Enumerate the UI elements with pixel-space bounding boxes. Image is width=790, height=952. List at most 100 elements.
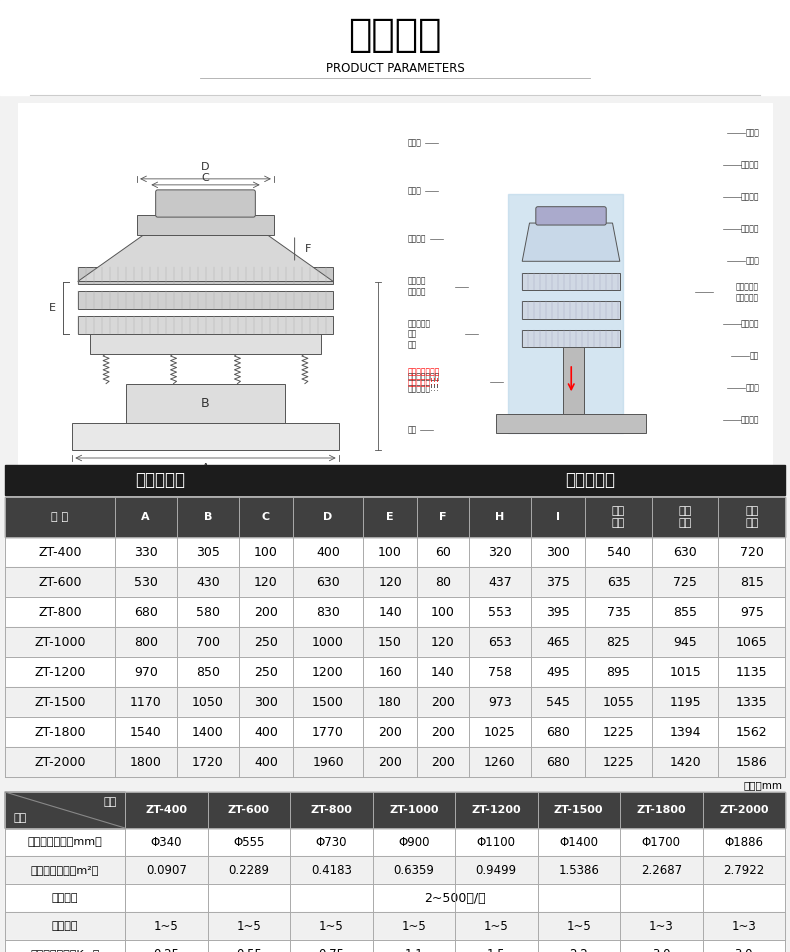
- Text: C: C: [201, 173, 209, 183]
- Text: 1.1: 1.1: [404, 947, 423, 952]
- Text: ZT-800: ZT-800: [310, 805, 352, 815]
- Text: 1.5386: 1.5386: [559, 863, 599, 877]
- Text: 电动机: 电动机: [745, 384, 759, 392]
- Text: 三层
高度: 三层 高度: [745, 506, 758, 527]
- Text: 单位：mm: 单位：mm: [744, 780, 783, 790]
- Text: Φ730: Φ730: [315, 836, 347, 848]
- Text: 球形清洁板
颗外重锤板: 球形清洁板 颗外重锤板: [735, 283, 759, 302]
- Text: A: A: [201, 463, 209, 473]
- Text: 720: 720: [739, 545, 764, 559]
- Text: 635: 635: [607, 576, 630, 588]
- Text: 100: 100: [254, 545, 278, 559]
- Text: 975: 975: [739, 605, 764, 619]
- Text: 1~5: 1~5: [401, 920, 426, 933]
- Bar: [5, 537, 785, 567]
- Text: 400: 400: [254, 756, 278, 768]
- Text: ZT-800: ZT-800: [38, 605, 81, 619]
- Bar: [77, 291, 333, 308]
- Text: ZT-400: ZT-400: [38, 545, 81, 559]
- Bar: [5, 884, 785, 912]
- Text: Φ900: Φ900: [398, 836, 430, 848]
- Bar: [563, 347, 584, 414]
- Bar: [5, 792, 785, 828]
- Text: 530: 530: [134, 576, 158, 588]
- Bar: [5, 687, 785, 717]
- Text: 2.2687: 2.2687: [641, 863, 682, 877]
- Polygon shape: [77, 235, 333, 282]
- Text: 580: 580: [196, 605, 220, 619]
- Text: 1195: 1195: [669, 696, 701, 708]
- Text: 防尘盖: 防尘盖: [408, 138, 422, 148]
- Text: 180: 180: [378, 696, 402, 708]
- Text: 振动电机功率（Kw）: 振动电机功率（Kw）: [30, 949, 100, 952]
- Text: 1~5: 1~5: [154, 920, 179, 933]
- Text: ZT-1500: ZT-1500: [34, 696, 85, 708]
- Text: 120: 120: [254, 576, 278, 588]
- Text: 橡胶球: 橡胶球: [745, 256, 759, 265]
- Text: 1~5: 1~5: [483, 920, 509, 933]
- Text: 1135: 1135: [736, 665, 768, 679]
- Bar: [77, 267, 333, 284]
- Text: 顶部框架: 顶部框架: [408, 234, 427, 243]
- Text: ZT-600: ZT-600: [228, 805, 269, 815]
- Text: B: B: [201, 397, 210, 410]
- Text: ZT-600: ZT-600: [38, 576, 81, 588]
- Text: 758: 758: [487, 665, 512, 679]
- Text: 项目: 项目: [13, 813, 26, 823]
- Text: I: I: [556, 512, 560, 522]
- Bar: [5, 465, 785, 495]
- Text: 下部重锤: 下部重锤: [740, 415, 759, 425]
- Text: A: A: [141, 512, 150, 522]
- Text: PRODUCT PARAMETERS: PRODUCT PARAMETERS: [325, 62, 465, 74]
- Text: 120: 120: [431, 636, 455, 648]
- Bar: [0, 0, 790, 95]
- Text: 1394: 1394: [669, 725, 701, 739]
- Text: C: C: [262, 512, 270, 522]
- Text: 0.75: 0.75: [318, 947, 344, 952]
- Text: 250: 250: [254, 636, 278, 648]
- Text: Φ555: Φ555: [233, 836, 265, 848]
- Text: 1225: 1225: [603, 725, 634, 739]
- Bar: [5, 597, 785, 627]
- Text: 筛网法兰: 筛网法兰: [740, 224, 759, 233]
- Text: 振体: 振体: [750, 351, 759, 361]
- Bar: [77, 316, 333, 334]
- Text: 1720: 1720: [192, 756, 224, 768]
- Text: ZT-2000: ZT-2000: [34, 756, 85, 768]
- Text: 1~3: 1~3: [649, 920, 674, 933]
- Bar: [5, 747, 785, 777]
- Text: 型 号: 型 号: [51, 512, 69, 522]
- Text: Φ1700: Φ1700: [641, 836, 681, 848]
- Text: 973: 973: [488, 696, 512, 708]
- Text: 辅助筛网: 辅助筛网: [740, 192, 759, 201]
- Text: ZT-400: ZT-400: [145, 805, 187, 815]
- Text: 1260: 1260: [484, 756, 516, 768]
- Bar: [5, 828, 785, 856]
- Text: 1770: 1770: [312, 725, 344, 739]
- Text: 815: 815: [739, 576, 764, 588]
- Text: 1~5: 1~5: [236, 920, 261, 933]
- Bar: [90, 334, 321, 354]
- Text: 1~5: 1~5: [319, 920, 344, 933]
- Text: 200: 200: [378, 725, 402, 739]
- Text: 200: 200: [254, 605, 278, 619]
- Text: 140: 140: [431, 665, 455, 679]
- Text: 630: 630: [673, 545, 697, 559]
- Text: 150: 150: [378, 636, 402, 648]
- Text: 1335: 1335: [736, 696, 768, 708]
- Text: 653: 653: [488, 636, 512, 648]
- Text: 3.0: 3.0: [735, 947, 753, 952]
- Text: 855: 855: [673, 605, 697, 619]
- Bar: [5, 717, 785, 747]
- Text: D: D: [323, 512, 333, 522]
- Text: 300: 300: [254, 696, 278, 708]
- Text: 680: 680: [134, 605, 158, 619]
- Text: 630: 630: [316, 576, 340, 588]
- Bar: [5, 497, 785, 537]
- Text: Φ1400: Φ1400: [559, 836, 598, 848]
- Text: 305: 305: [196, 545, 220, 559]
- Text: ZT-1500: ZT-1500: [554, 805, 604, 815]
- Text: 0.4183: 0.4183: [310, 863, 352, 877]
- Bar: [18, 103, 772, 465]
- Text: 430: 430: [196, 576, 220, 588]
